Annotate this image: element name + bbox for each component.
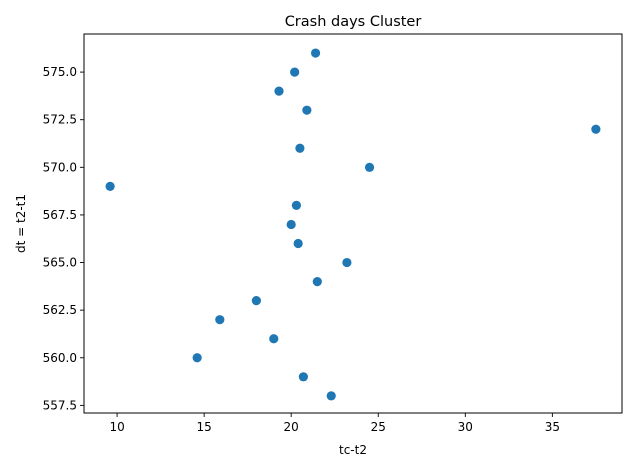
- x-axis-ticks: 10 15 20 25 30 35: [109, 413, 560, 434]
- x-tick-label: 15: [196, 420, 211, 434]
- data-point-7: [364, 162, 375, 172]
- data-points: [105, 48, 601, 401]
- x-tick-label: 35: [545, 420, 560, 434]
- data-point-13: [312, 276, 322, 287]
- data-point-3: [274, 86, 284, 96]
- data-point-11: [293, 238, 303, 249]
- y-tick-label: 570.0: [43, 160, 77, 174]
- y-tick-label: 565.0: [43, 256, 77, 270]
- y-tick-label: 562.5: [43, 303, 77, 317]
- x-tick-label: 10: [109, 420, 124, 434]
- data-point-10: [286, 219, 296, 230]
- data-point-12: [342, 257, 352, 268]
- data-point-5: [591, 124, 601, 134]
- data-point-18: [298, 372, 308, 382]
- data-point-15: [215, 315, 225, 325]
- chart-title: Crash days Cluster: [285, 14, 422, 30]
- x-tick-label: 20: [284, 420, 299, 434]
- plot-area: 10 15 20 25 30 35 557.5 560.0 562.5 565.0 567.5 57…: [43, 33, 623, 434]
- y-axis-ticks: 557.5 560.0 562.5 565.0 567.5 570.0 572.5 575.0: [43, 65, 84, 412]
- x-tick-label: 30: [458, 420, 473, 434]
- data-point-6: [295, 143, 305, 153]
- plot-frame: [83, 33, 623, 414]
- data-point-4: [302, 105, 312, 115]
- data-point-16: [269, 334, 279, 344]
- x-tick-label: 25: [371, 420, 386, 434]
- y-tick-label: 575.0: [43, 65, 77, 79]
- data-point-2: [290, 67, 300, 77]
- x-axis-label: tc-t2: [339, 443, 367, 457]
- data-point-19: [326, 391, 336, 401]
- data-point-17: [192, 353, 202, 363]
- data-point-14: [251, 296, 261, 306]
- data-point-1: [310, 48, 321, 58]
- y-axis-label: dt = t2-t1: [14, 194, 28, 253]
- data-point-9: [291, 200, 302, 211]
- y-tick-label: 567.5: [43, 208, 77, 222]
- y-tick-label: 572.5: [43, 113, 77, 127]
- y-tick-label: 560.0: [43, 351, 77, 365]
- y-tick-label: 557.5: [43, 398, 77, 412]
- data-point-8: [105, 181, 115, 191]
